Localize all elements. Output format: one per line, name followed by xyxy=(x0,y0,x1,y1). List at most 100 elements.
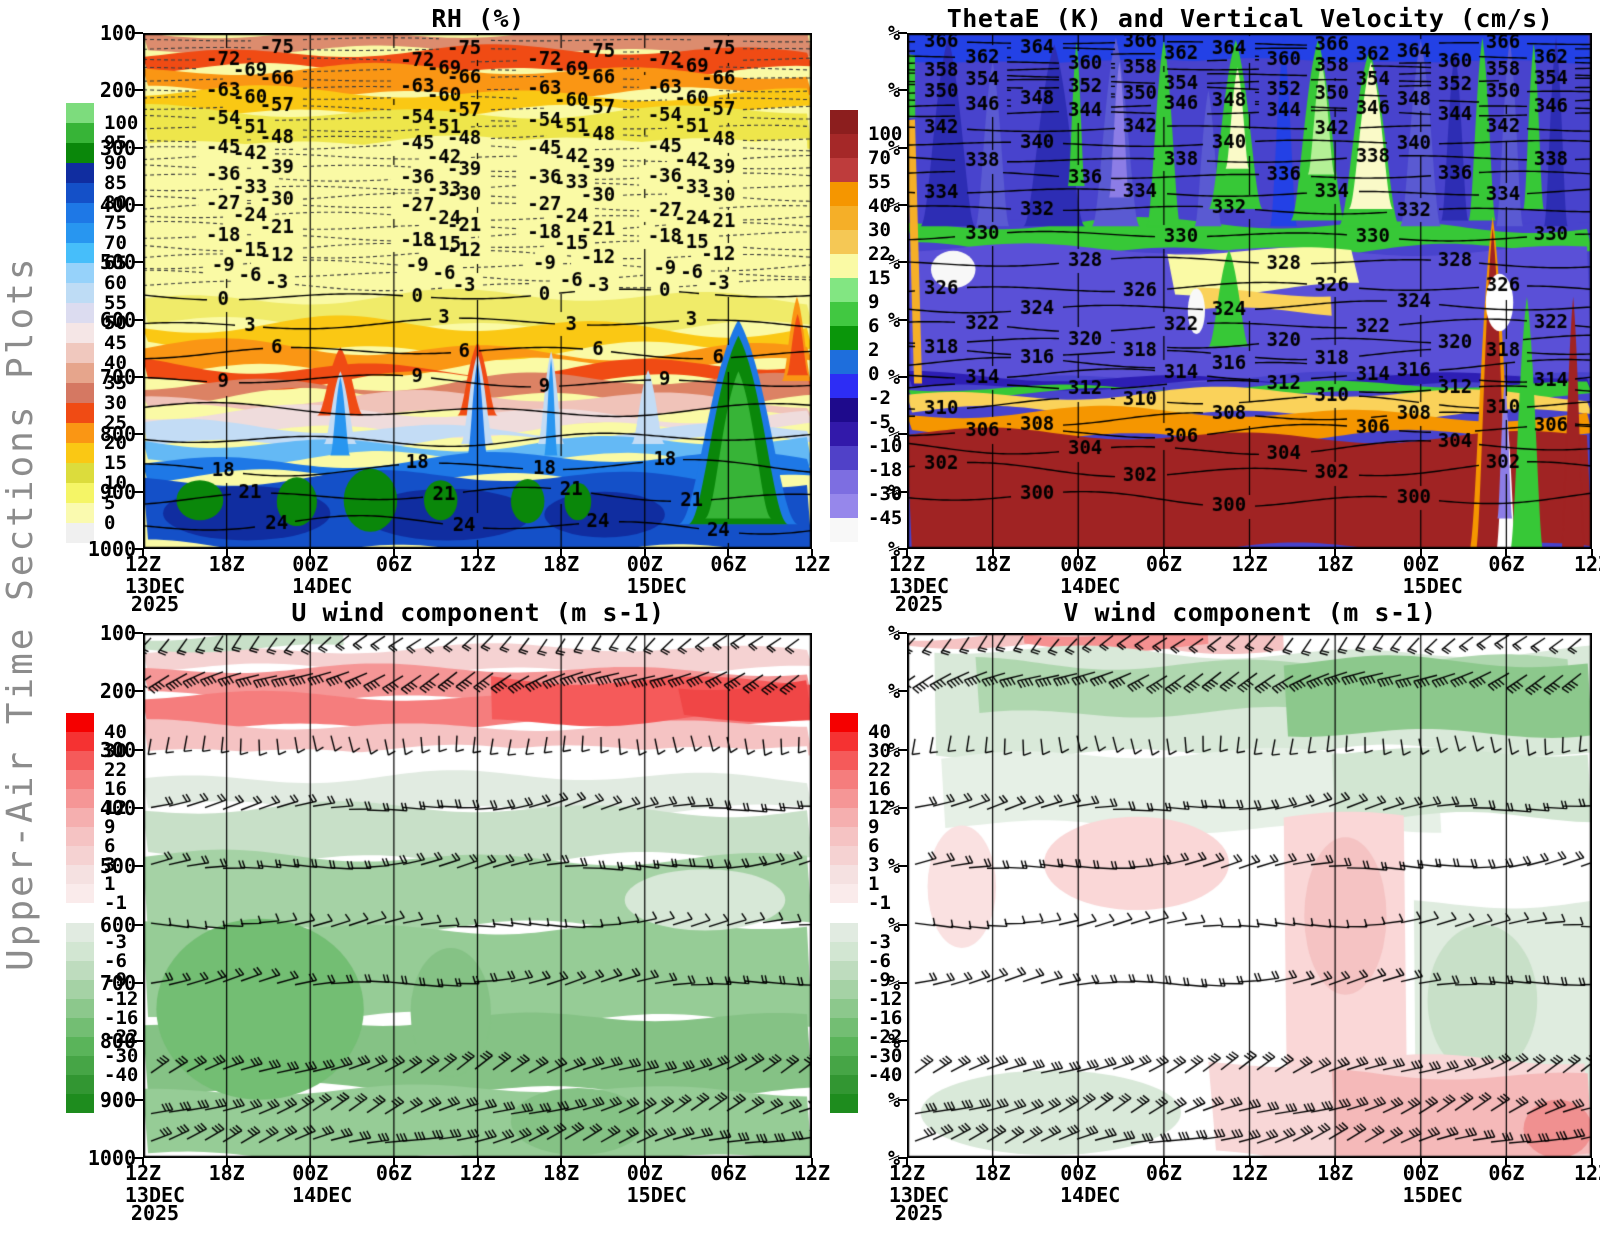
uwind-time-tick-mark xyxy=(142,1158,144,1165)
thetae-pressure-tick-label: % xyxy=(887,537,900,561)
vwind-time-tick-mark xyxy=(1419,1158,1422,1165)
uwind-pressure-tick-mark xyxy=(134,807,143,809)
vwind-pressure-tick-label: % xyxy=(887,971,900,995)
rh-pressure-tick-label: 600 xyxy=(99,307,136,332)
rh-colorbar-cell xyxy=(66,423,94,443)
thetae-colorbar-label: 70 xyxy=(868,147,891,169)
rh-time-tick-mark xyxy=(225,549,228,556)
thetae-pressure-tick-mark xyxy=(898,261,907,264)
thetae-colorbar-cell xyxy=(830,398,858,422)
thetae-colorbar-label: 9 xyxy=(868,291,880,313)
thetae-colorbar-label: 0 xyxy=(868,363,880,385)
uwind-date-label: 13DEC xyxy=(124,1183,186,1207)
uwind-time-tick-mark xyxy=(727,1158,730,1165)
uwind-pressure-tick-label: 400 xyxy=(99,796,136,820)
uwind-colorbar-label: 6 xyxy=(104,835,116,857)
thetae-colorbar-cell xyxy=(830,134,858,158)
uwind-time-tick-label: 06Z xyxy=(375,1161,412,1185)
thetae-pressure-tick-mark xyxy=(898,376,907,378)
uwind-colorbar-label: 1 xyxy=(104,873,116,895)
uwind-pressure-tick-mark xyxy=(134,1098,143,1101)
uwind-colorbar-cell xyxy=(66,732,94,751)
uwind-colorbar-cell xyxy=(66,1037,94,1056)
uwind-colorbar-cell xyxy=(66,1056,94,1075)
uwind-time-tick-label: 12Z xyxy=(793,1161,831,1185)
thetae-time-tick-label: 12Z xyxy=(1231,552,1268,576)
uwind-time-tick-mark xyxy=(811,1158,813,1165)
uwind-pressure-tick-label: 100 xyxy=(99,621,136,645)
rh-colorbar-label: 100 xyxy=(104,112,139,134)
uwind-colorbar-label: -22 xyxy=(104,1026,139,1048)
uwind-colorbar-label: 30 xyxy=(104,740,127,762)
rh-colorbar-label: 95 xyxy=(104,132,127,154)
uwind-pressure-tick-mark xyxy=(134,923,143,926)
uwind-colorbar-label: -6 xyxy=(104,950,127,972)
rh-time-tick-mark xyxy=(727,549,730,556)
rh-pressure-tick-label: 700 xyxy=(99,365,136,389)
thetae-colorbar-cell xyxy=(830,158,858,182)
vwind-pressure-tick-label: % xyxy=(887,1087,900,1112)
uwind-colorbar-cell xyxy=(66,1018,94,1037)
vwind-time-tick-mark xyxy=(1591,1158,1593,1165)
rh-colorbar-cell xyxy=(66,203,94,223)
rh-time-tick-label: 18Z xyxy=(543,552,580,576)
vwind-pressure-tick-mark xyxy=(898,807,907,809)
thetae-time-tick-label: 18Z xyxy=(974,552,1011,576)
vwind-colorbar-label: -12 xyxy=(868,988,903,1010)
uwind-colorbar-cell xyxy=(66,827,94,846)
rh-date-label: 2025 xyxy=(130,592,180,616)
uwind-colorbar-label: 12 xyxy=(104,797,127,819)
thetae-time-tick-mark xyxy=(1162,549,1165,556)
vwind-colorbar-cell xyxy=(830,999,858,1018)
vwind-pressure-tick-label: % xyxy=(887,1029,900,1054)
vwind-colorbar-cell xyxy=(830,846,858,865)
thetae-time-tick-label: 06Z xyxy=(1145,552,1182,576)
thetae-time-tick-mark xyxy=(1077,549,1080,556)
vwind-colorbar-cell xyxy=(830,961,858,980)
uwind-colorbar-cell xyxy=(66,980,94,999)
vwind-colorbar-cell xyxy=(830,980,858,999)
uwind-time-tick-mark xyxy=(225,1158,228,1165)
uwind-pressure-tick-label: 300 xyxy=(99,737,136,762)
thetae-colorbar-cell xyxy=(830,518,858,542)
thetae-pressure-tick-mark xyxy=(898,318,907,321)
vwind-colorbar-label: 12 xyxy=(868,797,891,819)
uwind-date-label: 15DEC xyxy=(626,1183,687,1207)
vwind-colorbar-label: -3 xyxy=(868,931,891,953)
uwind-pressure-tick-label: 600 xyxy=(99,912,136,937)
uwind-time-tick-label: 00Z xyxy=(626,1161,663,1185)
uwind-time-tick-mark xyxy=(643,1158,646,1165)
vwind-colorbar-cell xyxy=(830,1018,858,1037)
uwind-colorbar-cell xyxy=(66,808,94,827)
vwind-colorbar-cell xyxy=(830,789,858,808)
uwind-pressure-tick-label: 200 xyxy=(99,679,136,704)
vwind-pressure-tick-mark xyxy=(898,865,907,868)
thetae-colorbar-cell xyxy=(830,350,858,374)
thetae-colorbar-label: -10 xyxy=(868,435,903,457)
vwind-pressure-tick-label: % xyxy=(887,796,900,820)
vwind-date-label: 15DEC xyxy=(1402,1183,1463,1207)
thetae-colorbar-cell xyxy=(830,494,858,518)
uwind-time-tick-mark xyxy=(309,1158,312,1165)
uwind-colorbar-label: 9 xyxy=(104,816,116,838)
rh-colorbar-cell xyxy=(66,403,94,423)
uwind-colorbar-label: -9 xyxy=(104,969,127,991)
rh-time-tick-label: 18Z xyxy=(208,552,245,576)
uwind-time-tick-mark xyxy=(560,1158,563,1165)
vwind-pressure-tick-mark xyxy=(898,748,907,751)
rh-colorbar-label: 65 xyxy=(104,252,127,274)
thetae-time-tick-label: 12Z xyxy=(1573,552,1600,576)
thetae-colorbar-cell xyxy=(830,470,858,494)
rh-pressure-tick-mark xyxy=(134,89,143,92)
thetae-date-label: 14DEC xyxy=(1060,574,1121,598)
rh-time-tick-mark xyxy=(643,549,646,556)
rh-pressure-tick-label: 300 xyxy=(99,135,136,160)
vwind-time-tick-label: 00Z xyxy=(1060,1161,1097,1185)
rh-colorbar-label: 0 xyxy=(104,512,116,534)
thetae-colorbar-label: 6 xyxy=(868,315,880,337)
thetae-colorbar-cell xyxy=(830,422,858,446)
thetae-date-label: 13DEC xyxy=(888,574,950,598)
rh-colorbar-label: 35 xyxy=(104,372,127,394)
rh-colorbar-cell xyxy=(66,463,94,483)
thetae-time-tick-label: 00Z xyxy=(1060,552,1097,576)
